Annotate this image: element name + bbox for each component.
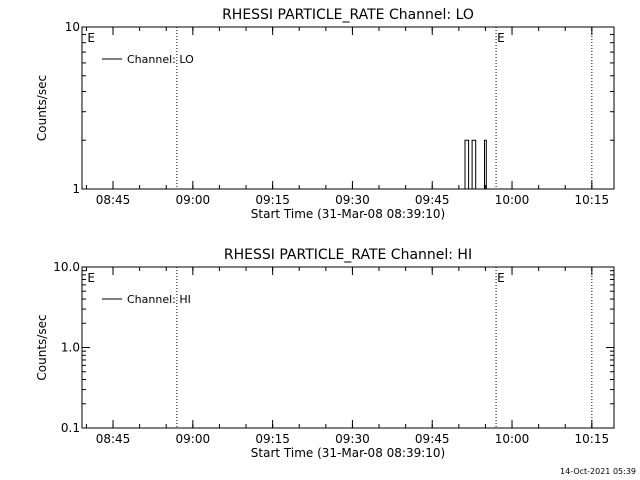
x-tick-label: 09:00 <box>176 432 211 446</box>
y-tick-label: 1.0 <box>61 341 80 355</box>
chart-panel-2 <box>81 266 615 429</box>
x-axis-label: Start Time (31-Mar-08 08:39:10) <box>251 446 445 460</box>
x-axis-label: Start Time (31-Mar-08 08:39:10) <box>251 207 445 221</box>
x-tick-label: 10:15 <box>575 193 610 207</box>
x-tick-label: 10:00 <box>495 432 530 446</box>
y-tick-label: 10 <box>65 20 80 34</box>
render-timestamp: 14-Oct-2021 05:39 <box>560 467 636 476</box>
legend-label: Channel: LO <box>127 53 194 66</box>
x-tick-label: 09:15 <box>255 193 290 207</box>
event-label: E <box>87 271 95 285</box>
chart-panel-1 <box>81 26 615 190</box>
x-tick-label: 09:45 <box>415 432 450 446</box>
y-tick-label: 0.1 <box>61 421 80 435</box>
x-tick-label: 10:00 <box>495 193 530 207</box>
x-tick-label: 08:45 <box>96 432 131 446</box>
x-tick-label: 09:30 <box>335 432 370 446</box>
x-tick-label: 09:00 <box>176 193 211 207</box>
y-tick-label: 1 <box>72 182 80 196</box>
y-tick-label: 10.0 <box>53 260 80 274</box>
chart-title: RHESSI PARTICLE_RATE Channel: HI <box>224 247 472 263</box>
plot-frame <box>81 26 615 190</box>
x-tick-label: 09:45 <box>415 193 450 207</box>
x-tick-label: 10:15 <box>575 432 610 446</box>
y-axis-label: Counts/sec <box>35 75 49 141</box>
event-label: E <box>497 271 505 285</box>
series-line <box>463 139 492 190</box>
chart-title: RHESSI PARTICLE_RATE Channel: LO <box>222 7 474 23</box>
x-tick-label: 08:45 <box>96 193 131 207</box>
event-label: E <box>87 31 95 45</box>
event-label: E <box>497 31 505 45</box>
plot-frame <box>81 266 615 429</box>
x-tick-label: 09:15 <box>255 432 290 446</box>
y-axis-label: Counts/sec <box>35 314 49 380</box>
legend-label: Channel: HI <box>127 293 191 306</box>
x-tick-label: 09:30 <box>335 193 370 207</box>
